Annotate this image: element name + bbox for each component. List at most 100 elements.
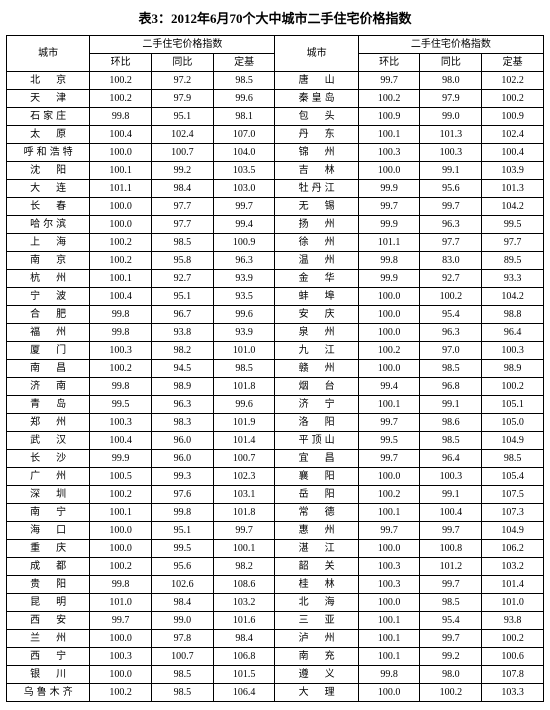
value-cell: 97.9 [420, 90, 482, 108]
city-cell-right: 济 宁 [275, 396, 358, 414]
value-cell: 100.2 [90, 234, 152, 252]
value-cell: 99.6 [213, 396, 275, 414]
value-cell: 100.0 [358, 594, 420, 612]
value-cell: 104.0 [213, 144, 275, 162]
table-row: 南 京100.295.896.3温 州99.883.089.5 [7, 252, 544, 270]
value-cell: 103.5 [213, 162, 275, 180]
value-cell: 107.0 [213, 126, 275, 144]
table-row: 合 肥99.896.799.6安 庆100.095.498.8 [7, 306, 544, 324]
value-cell: 99.9 [90, 450, 152, 468]
value-cell: 99.8 [90, 306, 152, 324]
value-cell: 104.2 [482, 198, 544, 216]
value-cell: 98.2 [213, 558, 275, 576]
value-cell: 100.0 [90, 540, 152, 558]
value-cell: 100.9 [213, 234, 275, 252]
value-cell: 102.2 [482, 72, 544, 90]
value-cell: 100.3 [420, 144, 482, 162]
city-cell-left: 西 宁 [7, 648, 90, 666]
city-cell-left: 长 沙 [7, 450, 90, 468]
value-cell: 100.3 [358, 558, 420, 576]
value-cell: 100.3 [90, 342, 152, 360]
value-cell: 100.1 [358, 396, 420, 414]
value-cell: 93.9 [213, 270, 275, 288]
value-cell: 99.2 [420, 648, 482, 666]
value-cell: 98.5 [482, 450, 544, 468]
value-cell: 97.0 [420, 342, 482, 360]
table-row: 沈 阳100.199.2103.5吉 林100.099.1103.9 [7, 162, 544, 180]
value-cell: 99.8 [90, 576, 152, 594]
city-cell-right: 无 锡 [275, 198, 358, 216]
value-cell: 100.2 [420, 288, 482, 306]
city-cell-left: 合 肥 [7, 306, 90, 324]
table-row: 青 岛99.596.399.6济 宁100.199.1105.1 [7, 396, 544, 414]
city-cell-left: 乌鲁木齐 [7, 684, 90, 702]
table-header: 城市 二手住宅价格指数 城市 二手住宅价格指数 环比 同比 定基 环比 同比 定… [7, 36, 544, 72]
value-cell: 100.2 [90, 90, 152, 108]
value-cell: 101.4 [482, 576, 544, 594]
value-cell: 100.2 [90, 486, 152, 504]
value-cell: 100.7 [151, 144, 213, 162]
value-cell: 100.5 [90, 468, 152, 486]
value-cell: 95.1 [151, 108, 213, 126]
city-cell-left: 杭 州 [7, 270, 90, 288]
city-cell-left: 沈 阳 [7, 162, 90, 180]
table-body: 北 京100.297.298.5唐 山99.798.0102.2天 津100.2… [7, 72, 544, 702]
value-cell: 98.0 [420, 72, 482, 90]
value-cell: 96.0 [151, 432, 213, 450]
table-title: 表3：2012年6月70个大中城市二手住宅价格指数 [6, 8, 544, 27]
city-cell-right: 三 亚 [275, 612, 358, 630]
city-cell-left: 石家庄 [7, 108, 90, 126]
city-cell-right: 岳 阳 [275, 486, 358, 504]
value-cell: 99.7 [90, 612, 152, 630]
value-cell: 97.2 [151, 72, 213, 90]
value-cell: 100.3 [358, 144, 420, 162]
value-cell: 100.9 [482, 108, 544, 126]
table-row: 乌鲁木齐100.298.5106.4大 理100.0100.2103.3 [7, 684, 544, 702]
value-cell: 100.4 [482, 144, 544, 162]
value-cell: 101.0 [90, 594, 152, 612]
table-row: 天 津100.297.999.6秦皇岛100.297.9100.2 [7, 90, 544, 108]
city-cell-right: 襄 阳 [275, 468, 358, 486]
value-cell: 96.3 [213, 252, 275, 270]
city-cell-right: 泉 州 [275, 324, 358, 342]
col-base-left: 定基 [213, 54, 275, 72]
table-row: 西 安99.799.0101.6三 亚100.195.493.8 [7, 612, 544, 630]
table-row: 福 州99.893.893.9泉 州100.096.396.4 [7, 324, 544, 342]
value-cell: 95.4 [420, 306, 482, 324]
value-cell: 98.4 [151, 180, 213, 198]
value-cell: 104.2 [482, 288, 544, 306]
value-cell: 99.4 [213, 216, 275, 234]
city-cell-right: 温 州 [275, 252, 358, 270]
value-cell: 93.9 [213, 324, 275, 342]
value-cell: 100.9 [358, 108, 420, 126]
city-cell-right: 洛 阳 [275, 414, 358, 432]
value-cell: 101.5 [213, 666, 275, 684]
city-cell-left: 福 州 [7, 324, 90, 342]
value-cell: 83.0 [420, 252, 482, 270]
value-cell: 101.1 [90, 180, 152, 198]
value-cell: 99.7 [358, 72, 420, 90]
value-cell: 95.1 [151, 522, 213, 540]
value-cell: 99.6 [213, 90, 275, 108]
value-cell: 100.4 [90, 288, 152, 306]
col-mom-right: 环比 [358, 54, 420, 72]
value-cell: 100.3 [482, 342, 544, 360]
value-cell: 99.5 [151, 540, 213, 558]
value-cell: 100.1 [213, 540, 275, 558]
value-cell: 96.3 [420, 216, 482, 234]
value-cell: 99.6 [213, 306, 275, 324]
value-cell: 101.8 [213, 504, 275, 522]
value-cell: 96.0 [151, 450, 213, 468]
value-cell: 100.4 [90, 126, 152, 144]
value-cell: 99.0 [151, 612, 213, 630]
value-cell: 100.0 [358, 468, 420, 486]
value-cell: 99.7 [358, 450, 420, 468]
city-cell-left: 哈尔滨 [7, 216, 90, 234]
value-cell: 92.7 [420, 270, 482, 288]
city-cell-left: 大 连 [7, 180, 90, 198]
value-cell: 93.8 [151, 324, 213, 342]
value-cell: 100.3 [420, 468, 482, 486]
value-cell: 100.7 [213, 450, 275, 468]
city-cell-right: 烟 台 [275, 378, 358, 396]
city-cell-right: 桂 林 [275, 576, 358, 594]
